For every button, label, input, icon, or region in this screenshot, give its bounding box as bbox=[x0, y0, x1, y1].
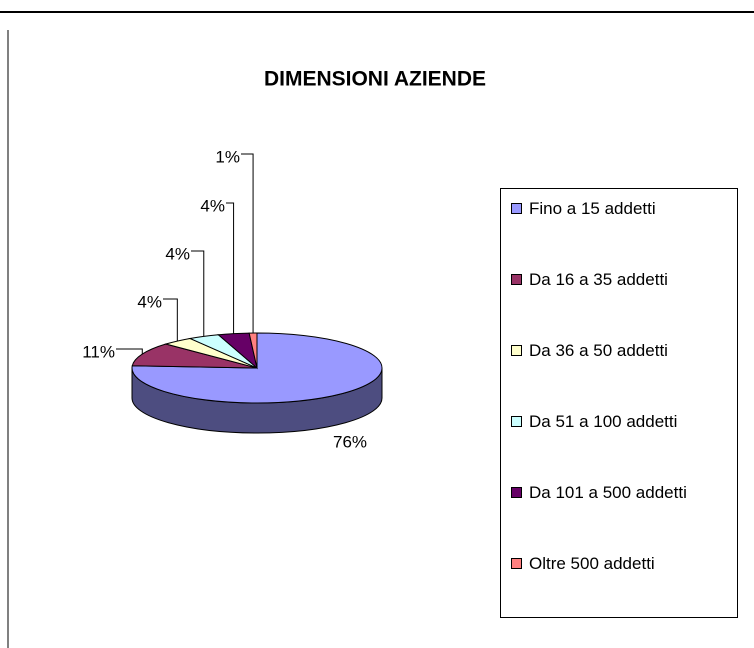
legend: Fino a 15 addetti Da 16 a 35 addetti Da 36… bbox=[500, 188, 738, 618]
legend-swatch bbox=[511, 274, 522, 285]
legend-swatch bbox=[511, 487, 522, 498]
legend-swatch bbox=[511, 558, 522, 569]
slice bbox=[131, 332, 383, 404]
legend-label: Da 36 a 50 addetti bbox=[529, 341, 668, 360]
legend-entry: Da 51 a 100 addetti bbox=[501, 409, 737, 480]
legend-entry: Fino a 15 addetti bbox=[501, 196, 737, 267]
leader-line bbox=[116, 348, 143, 355]
data-label: 76% bbox=[333, 432, 367, 451]
legend-label: Da 16 a 35 addetti bbox=[529, 270, 668, 289]
legend-entry: Da 101 a 500 addetti bbox=[501, 480, 737, 551]
leader-line bbox=[163, 298, 178, 342]
legend-entry: Oltre 500 addetti bbox=[501, 551, 737, 622]
legend-entry: Da 36 a 50 addetti bbox=[501, 338, 737, 409]
chart-title: DIMENSIONI AZIENDE bbox=[264, 68, 486, 91]
leader-line bbox=[241, 153, 254, 334]
legend-entry: Da 16 a 35 addetti bbox=[501, 267, 737, 338]
legend-label: Fino a 15 addetti bbox=[529, 199, 656, 218]
legend-label: Oltre 500 addetti bbox=[529, 554, 655, 573]
legend-swatch bbox=[511, 416, 522, 427]
legend-swatch bbox=[511, 345, 522, 356]
data-label: 11% bbox=[82, 342, 115, 361]
legend-swatch bbox=[511, 203, 522, 214]
data-label: 4% bbox=[165, 244, 190, 263]
leader-line bbox=[191, 250, 205, 337]
leader-line bbox=[226, 202, 235, 334]
legend-label: Da 51 a 100 addetti bbox=[529, 412, 678, 431]
data-label: 1% bbox=[215, 147, 240, 166]
data-label: 4% bbox=[137, 292, 162, 311]
legend-label: Da 101 a 500 addetti bbox=[529, 483, 687, 502]
data-label: 4% bbox=[200, 196, 225, 215]
